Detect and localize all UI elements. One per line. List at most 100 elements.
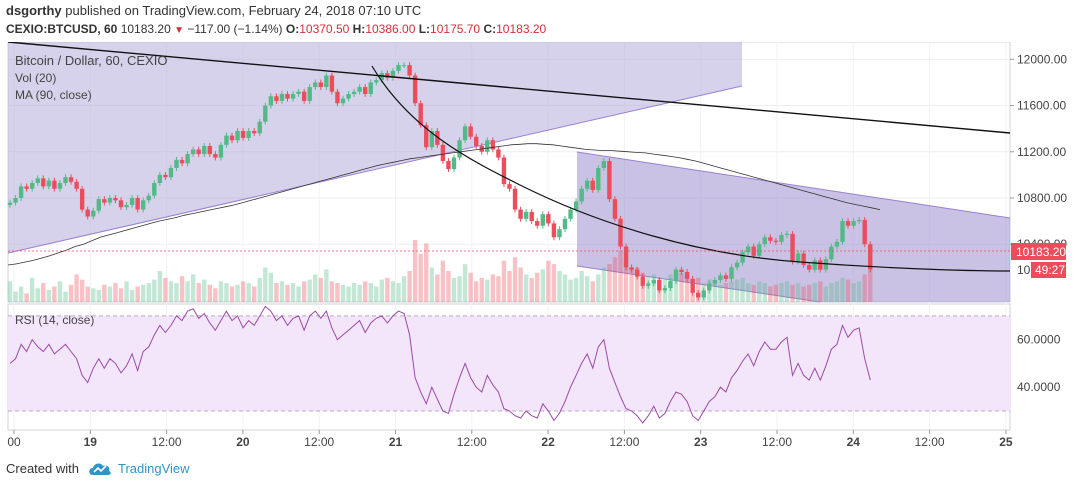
candle-body xyxy=(440,144,446,162)
volume-bar xyxy=(840,277,845,302)
volume-bar xyxy=(102,284,107,302)
candle-body xyxy=(329,75,335,92)
volume-bar xyxy=(274,283,279,302)
candle-body xyxy=(523,211,529,219)
candle-body xyxy=(446,161,451,170)
volume-bar xyxy=(129,289,135,302)
candle-body xyxy=(96,199,101,211)
volume-bar xyxy=(751,284,756,302)
volume-bar xyxy=(268,272,274,302)
candle-body xyxy=(596,167,601,190)
volume-bar xyxy=(590,281,595,302)
volume-bar xyxy=(512,257,518,302)
candle-body xyxy=(224,135,229,145)
last-price-badge: 10183.20 xyxy=(1016,245,1066,259)
candle-body xyxy=(856,219,862,222)
candle-body xyxy=(801,253,806,266)
candle-body xyxy=(540,214,545,226)
candle-body xyxy=(279,94,285,101)
open-value: 10370.50 xyxy=(299,22,350,36)
candle-body xyxy=(146,195,151,201)
candle-body xyxy=(812,260,817,270)
candle-body xyxy=(340,98,346,104)
volume-bar xyxy=(757,281,762,302)
candle-body xyxy=(579,188,584,202)
descending-channel xyxy=(577,152,1010,302)
volume-bar xyxy=(157,271,163,302)
candle-body xyxy=(163,174,168,178)
candle-body xyxy=(157,174,163,183)
volume-bar xyxy=(30,277,35,302)
time-tick-label: 12:00 xyxy=(152,435,182,449)
symbol-label[interactable]: CEXIO:BTCUSD, 60 xyxy=(6,22,118,36)
candle-body xyxy=(124,204,129,208)
candle-body xyxy=(91,210,96,217)
candle-body xyxy=(690,278,695,293)
time-axis[interactable]: 00 19 12:00 20 12:00 21 12:00 22 12:00 23 12:00 24 1… xyxy=(7,430,1013,449)
volume-bar xyxy=(418,253,423,302)
volume-bar xyxy=(496,276,501,302)
chart-canvas[interactable]: Bitcoin / Dollar, 60, CEXIO Vol (20) MA … xyxy=(0,0,1074,452)
partial-price-label: 10 xyxy=(1017,263,1031,277)
volume-bar xyxy=(379,279,385,302)
volume-bar xyxy=(7,281,13,302)
legend-rsi: RSI (14, close) xyxy=(15,313,94,327)
candle-body xyxy=(818,260,823,270)
volume-bar xyxy=(773,284,779,302)
candle-body xyxy=(168,167,174,178)
candle-body xyxy=(118,200,124,208)
time-tick-label: 12:00 xyxy=(762,435,792,449)
volume-bar xyxy=(479,277,484,302)
volume-bar xyxy=(612,257,618,302)
volume-bar xyxy=(240,281,246,302)
candle-body xyxy=(379,73,385,81)
candle-body xyxy=(551,223,557,238)
candle-body xyxy=(729,267,734,279)
candle-body xyxy=(485,140,490,152)
candle-body xyxy=(196,149,201,155)
time-tick-label: 22 xyxy=(541,435,555,449)
candle-body xyxy=(568,209,573,219)
candle-body xyxy=(790,233,795,262)
volume-bar xyxy=(218,281,224,302)
volume-bar xyxy=(329,281,335,302)
volume-bar xyxy=(396,283,401,302)
candle-body xyxy=(607,161,612,200)
volume-bar xyxy=(141,284,146,302)
volume-bar xyxy=(862,274,867,302)
volume-bar xyxy=(52,286,57,302)
footer: Created with TradingView xyxy=(0,452,1074,487)
tradingview-cloud-icon[interactable] xyxy=(87,460,113,478)
price-tick-label: 12000.00 xyxy=(1017,52,1067,66)
author-name[interactable]: dsgorthy xyxy=(6,3,62,18)
tradingview-brand-link[interactable]: TradingView xyxy=(118,461,190,476)
candle-body xyxy=(518,209,523,219)
candle-body xyxy=(113,198,118,201)
candle-body xyxy=(840,221,845,242)
volume-bar xyxy=(91,288,96,302)
candle-body xyxy=(213,154,218,158)
volume-bar xyxy=(557,271,562,302)
volume-bar xyxy=(684,276,690,302)
candle-body xyxy=(834,241,840,247)
volume-bar xyxy=(768,286,773,302)
candle-body xyxy=(418,103,423,126)
volume-bar xyxy=(152,279,157,302)
rsi-band xyxy=(8,315,1010,411)
volume-bar xyxy=(246,283,251,302)
time-tick-label: 25 xyxy=(999,435,1013,449)
rsi-axis[interactable]: 60.0000 40.0000 xyxy=(1017,333,1061,395)
ohlc-line: CEXIO:BTCUSD, 60 10183.20 ▼ −117.00 (−1.… xyxy=(6,22,546,36)
candle-body xyxy=(696,292,701,298)
rsi-line xyxy=(9,305,871,424)
volume-bar xyxy=(335,283,340,302)
candle-body xyxy=(585,180,590,189)
candle-body xyxy=(351,91,357,94)
volume-bar xyxy=(829,283,834,302)
low-value: 10175.70 xyxy=(430,22,481,36)
volume-bar xyxy=(13,291,18,302)
volume-bar xyxy=(623,260,629,302)
volume-bar xyxy=(207,284,212,302)
volume-bar xyxy=(202,279,207,302)
